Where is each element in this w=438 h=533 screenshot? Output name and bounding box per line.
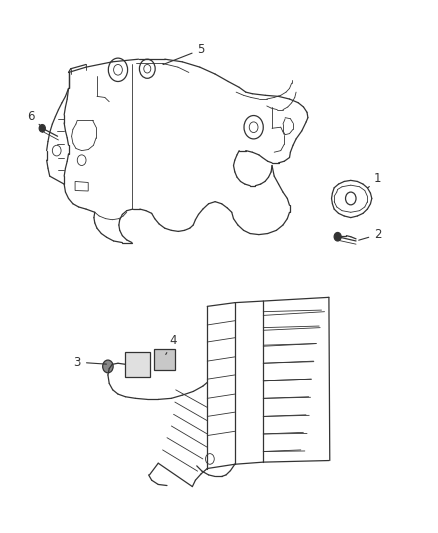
Text: 3: 3 <box>74 356 106 369</box>
Circle shape <box>102 360 113 373</box>
Circle shape <box>333 232 340 241</box>
Text: 4: 4 <box>166 334 177 354</box>
Text: 2: 2 <box>358 228 381 241</box>
Text: 6: 6 <box>27 110 40 125</box>
FancyBboxPatch shape <box>124 352 150 376</box>
FancyBboxPatch shape <box>153 349 175 369</box>
Text: 5: 5 <box>162 43 205 64</box>
Circle shape <box>39 125 45 132</box>
Text: 1: 1 <box>367 172 381 188</box>
